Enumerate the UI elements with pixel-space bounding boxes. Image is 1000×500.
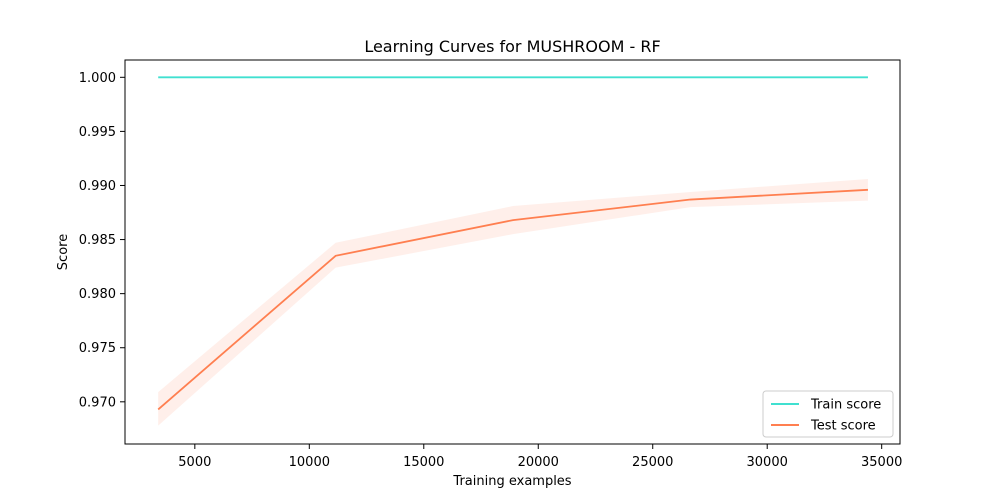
chart-title: Learning Curves for MUSHROOM - RF (364, 37, 660, 56)
y-tick-label: 0.970 (79, 395, 116, 410)
plot-area-frame (124, 59, 901, 445)
y-tick-label: 0.975 (79, 341, 116, 356)
y-tick-label: 0.985 (79, 233, 116, 248)
y-tick-label: 1.000 (79, 71, 116, 86)
x-tick-label: 15000 (403, 455, 444, 470)
y-tick-label: 0.990 (79, 179, 116, 194)
x-tick-label: 20000 (518, 455, 559, 470)
legend-label-test-score: Test score (810, 419, 876, 434)
test-score-confidence-band (158, 178, 868, 426)
x-axis-label: Training examples (452, 474, 571, 489)
x-tick-label: 10000 (289, 455, 330, 470)
x-tick-label: 25000 (632, 455, 673, 470)
x-tick-label: 5000 (178, 455, 211, 470)
x-tick-label: 35000 (861, 455, 902, 470)
y-tick-label: 0.980 (79, 287, 116, 302)
y-tick-label: 0.995 (79, 125, 116, 140)
legend: Train score Test score (762, 390, 894, 438)
legend-label-train-score: Train score (810, 398, 881, 413)
y-axis-label: Score (56, 234, 71, 270)
x-tick-label: 30000 (747, 455, 788, 470)
